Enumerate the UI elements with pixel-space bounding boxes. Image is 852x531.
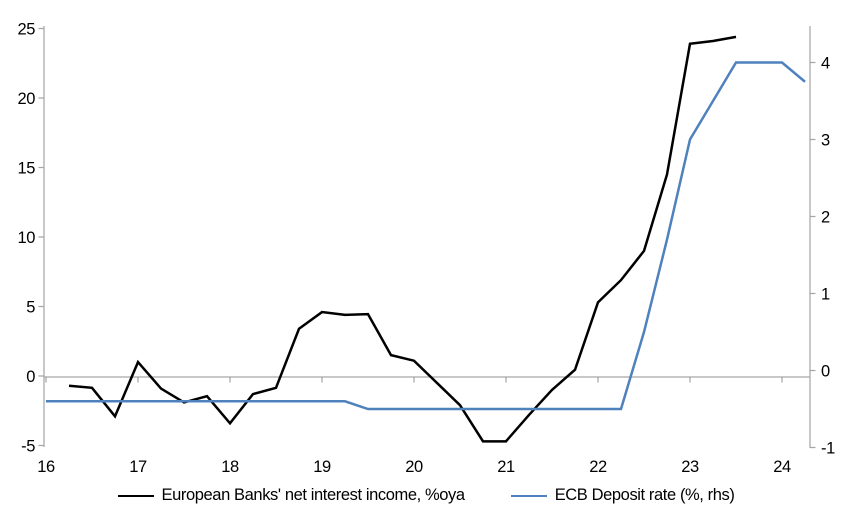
legend: European Banks' net interest income, %oy… (0, 486, 852, 505)
deposit-rate-line-swatch (510, 494, 547, 497)
legend-label-nii: European Banks' net interest income, %oy… (161, 486, 466, 504)
right-axis-tick-label: 0 (821, 363, 830, 381)
x-axis-tick-label: 17 (129, 458, 147, 476)
x-axis-tick-label: 19 (313, 458, 331, 476)
left-axis-tick-label: 10 (17, 229, 35, 247)
right-axis-tick-label: 4 (821, 55, 830, 73)
x-axis-tick-label: 20 (405, 458, 423, 476)
left-axis-tick-label: 15 (17, 160, 35, 178)
left-axis-tick-label: -5 (21, 438, 35, 456)
legend-item-nii: European Banks' net interest income, %oy… (117, 486, 466, 505)
deposit-rate-line (46, 61, 806, 411)
nii-line-swatch (117, 494, 154, 497)
left-axis-tick-label: 0 (26, 368, 35, 386)
right-axis-tick-label: 1 (821, 286, 830, 304)
left-axis-tick-label: 5 (26, 299, 35, 317)
x-axis-tick-label: 18 (221, 458, 239, 476)
right-axis-tick-label: -1 (821, 440, 835, 458)
x-axis-tick-label: 24 (773, 458, 791, 476)
right-axis-tick-label: 3 (821, 132, 830, 150)
left-axis-tick-label: 25 (17, 21, 35, 39)
x-axis-tick-label: 23 (681, 458, 699, 476)
left-axis-tick-label: 20 (17, 90, 35, 108)
legend-label-deposit-rate: ECB Deposit rate (%, rhs) (554, 486, 735, 504)
x-axis-tick-label: 22 (589, 458, 607, 476)
legend-item-deposit-rate: ECB Deposit rate (%, rhs) (510, 486, 735, 505)
right-axis-tick-label: 2 (821, 209, 830, 227)
nii-line (68, 35, 737, 443)
x-axis-tick-label: 16 (37, 458, 55, 476)
x-axis-tick-label: 21 (497, 458, 515, 476)
